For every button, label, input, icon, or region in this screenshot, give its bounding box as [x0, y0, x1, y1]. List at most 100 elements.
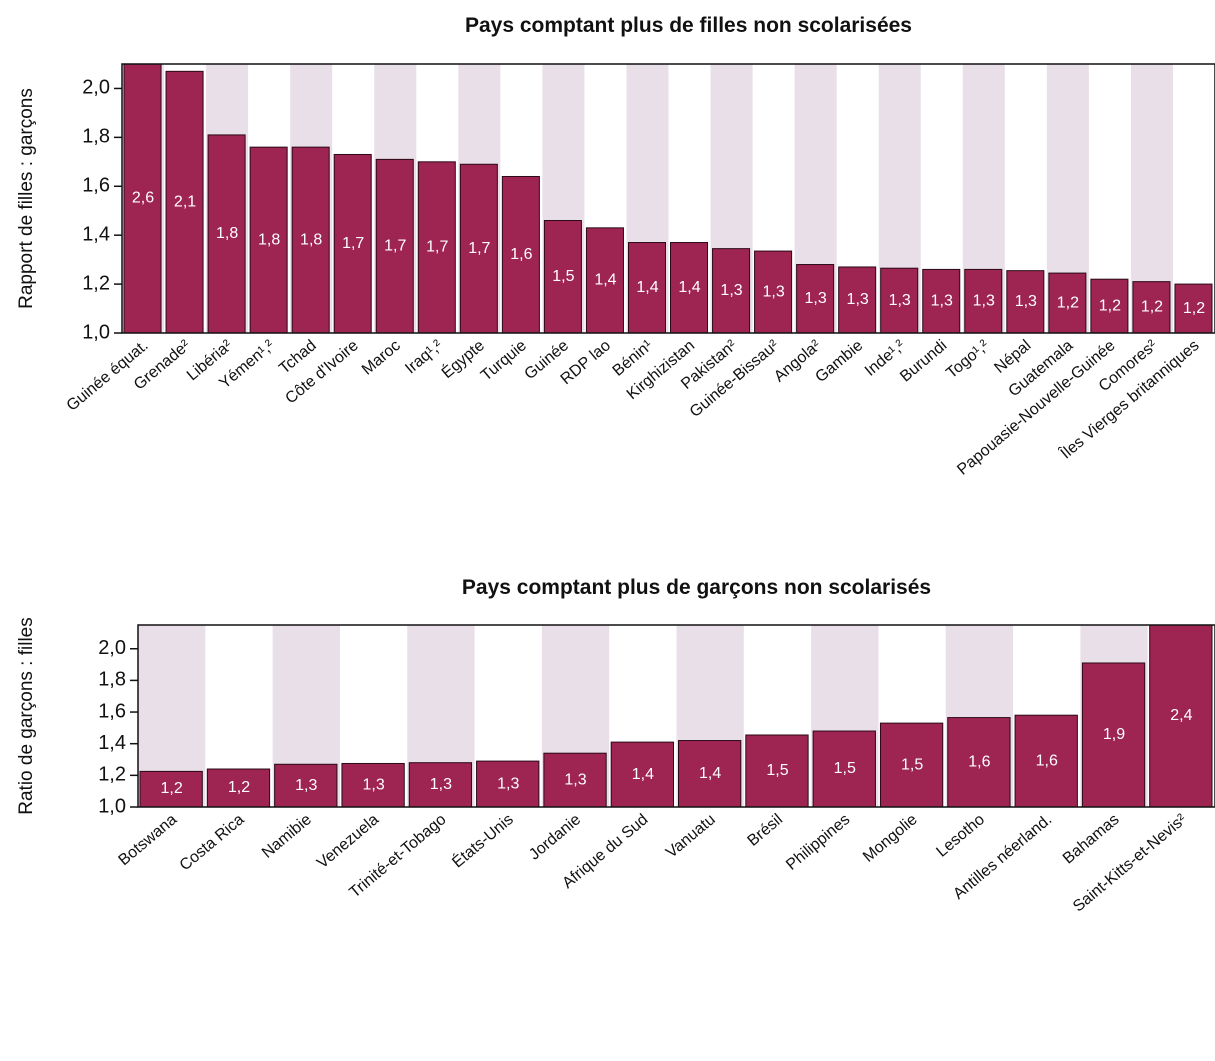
y-tick-label: 1,8 — [82, 126, 110, 148]
y-tick-label: 1,0 — [98, 795, 126, 817]
y-tick-label: 1,4 — [82, 223, 110, 245]
y-tick-label: 1,8 — [98, 669, 126, 691]
bar — [476, 760, 540, 807]
value-label: 2,6 — [132, 190, 154, 207]
x-tick-label: Turquie — [478, 337, 530, 385]
bar — [1048, 272, 1087, 333]
bar — [838, 266, 877, 333]
value-label: 1,3 — [1015, 293, 1037, 310]
chart-title: Pays comptant plus de filles non scolari… — [465, 14, 912, 37]
bar — [585, 227, 624, 333]
value-label: 1,2 — [1183, 300, 1205, 317]
bar — [745, 734, 809, 807]
x-tick-label: Mongolie — [860, 811, 921, 866]
value-label: 1,2 — [228, 779, 250, 796]
bar — [610, 741, 674, 807]
value-label: 1,7 — [384, 237, 406, 254]
x-tick-label: Philippines — [783, 811, 853, 874]
value-label: 1,3 — [362, 776, 384, 793]
value-label: 1,5 — [552, 268, 574, 285]
bar — [291, 146, 330, 333]
value-label: 1,2 — [161, 780, 183, 797]
x-tick-label: Maroc — [359, 337, 404, 379]
bar — [1174, 283, 1213, 333]
bar — [678, 740, 742, 807]
y-axis-title: Ratio de garçons : filles — [16, 617, 37, 815]
bar — [670, 242, 709, 333]
bar — [249, 146, 288, 333]
value-label: 1,3 — [430, 776, 452, 793]
bar — [408, 762, 473, 807]
value-label: 1,5 — [834, 760, 856, 777]
bar — [947, 717, 1011, 807]
value-label: 1,3 — [847, 291, 869, 308]
bar — [1149, 625, 1213, 807]
y-tick-label: 1,6 — [98, 700, 126, 722]
value-label: 1,7 — [468, 240, 490, 257]
value-label: 1,7 — [426, 239, 448, 256]
bar — [1081, 662, 1146, 807]
bar — [123, 64, 162, 333]
bar — [627, 242, 667, 333]
value-label: 1,3 — [497, 775, 519, 792]
value-label: 1,3 — [931, 292, 953, 309]
value-label: 1,3 — [564, 771, 586, 788]
bar — [333, 153, 372, 333]
value-label: 1,4 — [636, 279, 658, 296]
value-label: 1,2 — [1057, 294, 1079, 311]
bar — [812, 730, 876, 807]
y-axis-title: Rapport de filles : garçons — [16, 88, 37, 309]
value-label: 1,9 — [1103, 726, 1125, 743]
value-label: 1,3 — [295, 777, 317, 794]
bar — [1132, 281, 1171, 333]
x-tick-label: Burundi — [897, 337, 950, 385]
value-label: 1,4 — [594, 272, 616, 289]
value-label: 1,3 — [889, 292, 911, 309]
x-tick-label: Jordanie — [526, 811, 584, 864]
bar — [796, 264, 835, 333]
value-label: 1,2 — [1141, 299, 1163, 316]
value-label: 1,6 — [1036, 752, 1058, 769]
value-label: 1,4 — [632, 766, 654, 783]
x-tick-label: Saint-Kitts-et-Nevis² — [1070, 811, 1190, 916]
bar — [206, 768, 271, 807]
value-label: 1,3 — [973, 292, 995, 309]
x-tick-label: Botswana — [115, 811, 180, 869]
y-tick-label: 1,2 — [82, 272, 110, 294]
value-label: 2,4 — [1170, 707, 1192, 724]
bar — [964, 268, 1003, 333]
x-tick-label: Lesotho — [933, 811, 988, 861]
bar — [543, 220, 582, 333]
plot-frame — [121, 63, 1215, 334]
x-tick-label: Costa Rica — [177, 811, 248, 874]
bars — [139, 625, 1213, 807]
chart-title: Pays comptant plus de garçons non scolar… — [462, 576, 931, 599]
bar — [375, 158, 414, 333]
bar — [922, 268, 961, 333]
bar — [207, 134, 246, 333]
y-tick-label: 1,6 — [82, 175, 110, 197]
bar — [274, 763, 338, 807]
value-label: 1,4 — [699, 765, 721, 782]
x-tick-label: États-Unis — [448, 810, 517, 872]
value-label: 1,4 — [678, 279, 700, 296]
bar — [459, 163, 498, 333]
value-label: 1,5 — [901, 756, 923, 773]
value-label: 1,3 — [720, 282, 742, 299]
x-tick-label: Venezuela — [314, 811, 382, 872]
value-label: 1,3 — [805, 290, 827, 307]
value-label: 1,6 — [510, 246, 532, 263]
value-label: 1,7 — [342, 235, 364, 252]
x-tick-label: Côte d'Ivoire — [282, 337, 361, 408]
bar — [1090, 278, 1129, 333]
bar — [1014, 714, 1078, 807]
value-label: 1,8 — [258, 231, 280, 248]
y-tick-label: 1,2 — [98, 764, 126, 786]
y-tick-label: 1,0 — [82, 321, 110, 343]
plot-frame — [137, 624, 1215, 808]
x-tick-label: Togo¹,² — [943, 337, 993, 382]
bar — [754, 250, 793, 333]
bar — [880, 267, 919, 333]
y-tick-label: 2,0 — [82, 77, 110, 99]
